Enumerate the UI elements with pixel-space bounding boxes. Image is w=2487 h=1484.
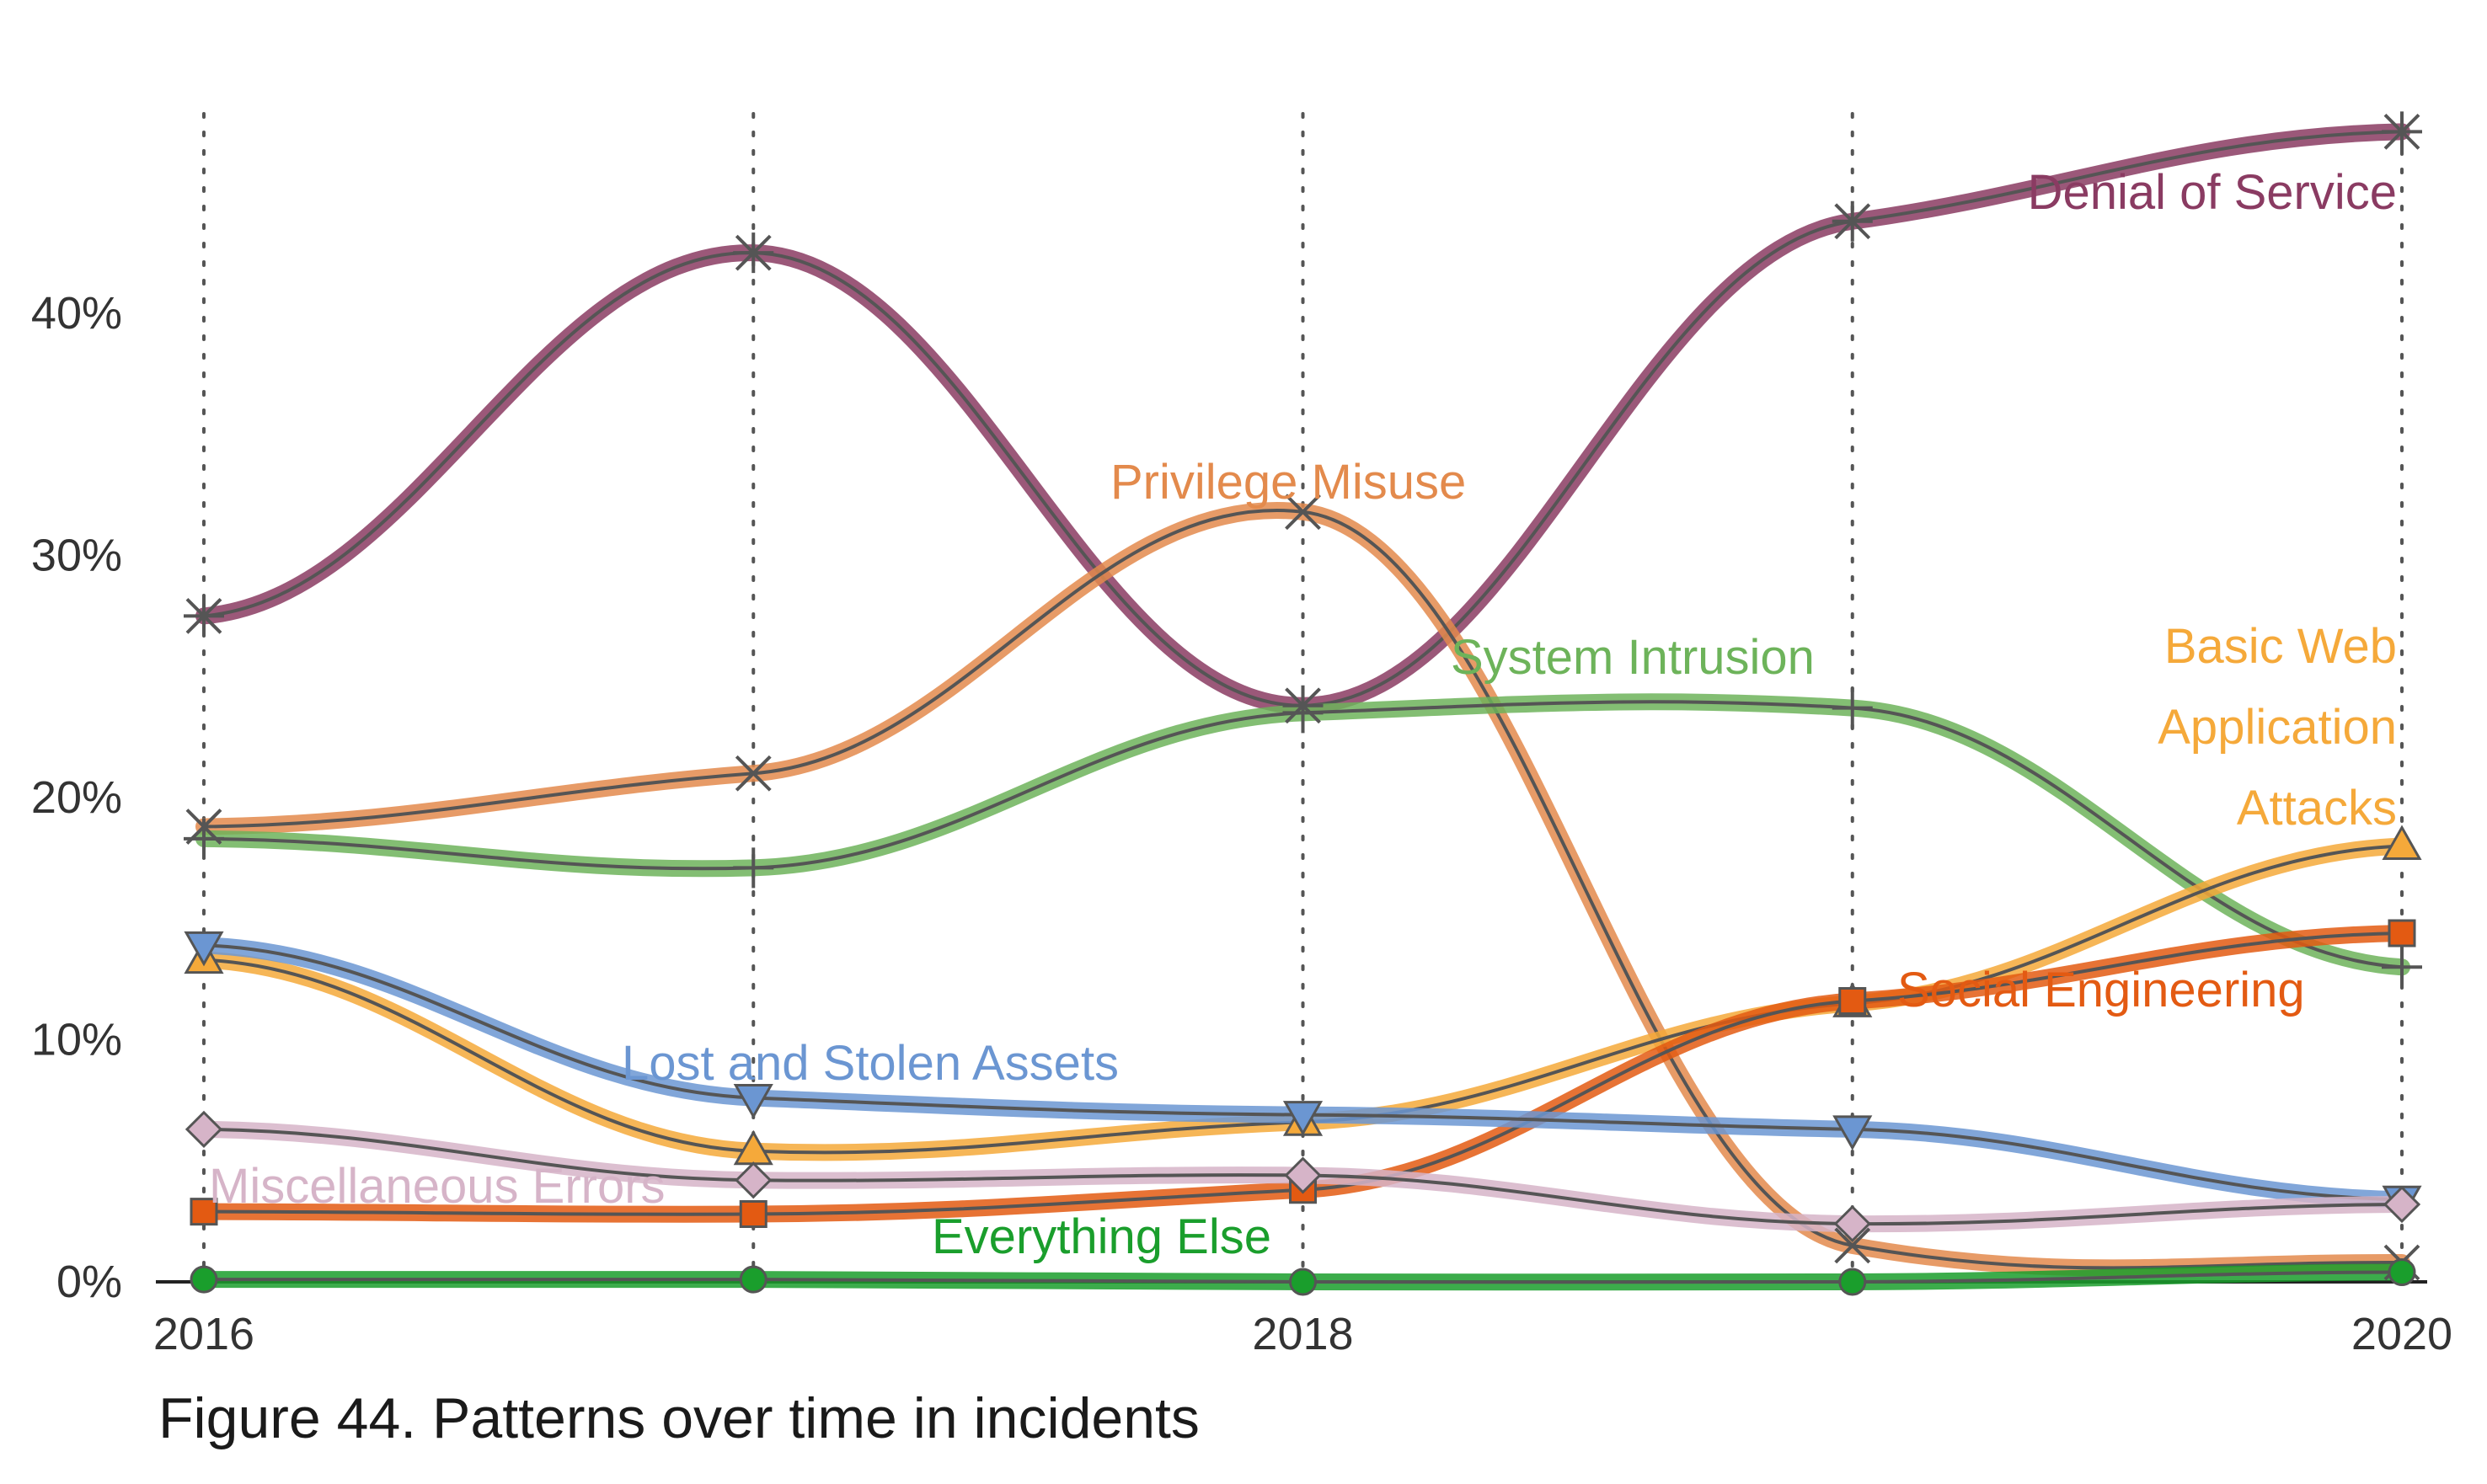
basic-web-application-attacks-label: Basic Web <box>2164 619 2397 674</box>
denial-of-service-point-3 <box>1832 200 1873 242</box>
everything-else-point-1 <box>739 1265 767 1294</box>
privilege-misuse-point-2 <box>1285 494 1321 531</box>
x-tick-label: 2016 <box>153 1309 254 1359</box>
series-markers <box>184 111 2422 1296</box>
lost-and-stolen-assets-label: Lost and Stolen Assets <box>622 1036 1119 1091</box>
system-intrusion-point-2 <box>1282 692 1324 734</box>
basic-web-application-attacks-label: Application <box>2158 700 2397 755</box>
y-tick-label: 40% <box>31 288 122 339</box>
miscellaneous-errors-point-3 <box>1833 1204 1871 1243</box>
social-engineering-point-3 <box>1838 987 1867 1015</box>
denial-of-service-point-1 <box>733 232 774 274</box>
everything-else-point-2 <box>1289 1268 1317 1296</box>
everything-else-label: Everything Else <box>932 1209 1271 1264</box>
system-intrusion-point-4 <box>2382 947 2422 988</box>
system-intrusion-label: System Intrusion <box>1451 630 1815 685</box>
everything-else-point-3 <box>1838 1268 1867 1296</box>
y-tick-label: 10% <box>31 1015 122 1065</box>
miscellaneous-errors-point-4 <box>2383 1185 2421 1224</box>
basic-web-application-attacks-point-4 <box>2382 825 2422 860</box>
miscellaneous-errors-point-0 <box>185 1110 223 1148</box>
y-tick-label: 30% <box>31 531 122 581</box>
privilege-misuse-point-1 <box>735 755 772 792</box>
lost-and-stolen-assets-point-1 <box>733 1084 773 1119</box>
lost-and-stolen-assets-point-0 <box>184 931 224 967</box>
system-intrusion-point-3 <box>1832 687 1873 729</box>
social-engineering-point-1 <box>739 1200 767 1228</box>
denial-of-service-label: Denial of Service <box>2028 165 2397 220</box>
system-intrusion-point-0 <box>184 818 224 859</box>
x-tick-label: 2018 <box>1252 1309 1353 1359</box>
miscellaneous-errors-label: Miscellaneous Errors <box>209 1159 666 1214</box>
social-engineering-point-4 <box>2388 919 2416 948</box>
system-intrusion-point-1 <box>733 847 774 889</box>
miscellaneous-errors-point-1 <box>735 1161 773 1199</box>
figure-caption: Figure 44. Patterns over time in inciden… <box>158 1386 1200 1450</box>
everything-else-point-4 <box>2388 1258 2416 1286</box>
axes: 0% 10% 20% 30% 40% 2016 2018 2020 <box>31 288 2452 1359</box>
denial-of-service-point-4 <box>2382 111 2422 152</box>
everything-else-point-0 <box>190 1265 218 1294</box>
miscellaneous-errors-point-2 <box>1284 1156 1322 1194</box>
privilege-misuse-point-3 <box>1834 1227 1871 1264</box>
social-engineering-label: Social Engineering <box>1897 963 2305 1017</box>
y-tick-label: 20% <box>31 772 122 823</box>
x-tick-label: 2020 <box>2351 1309 2452 1359</box>
privilege-misuse-line <box>202 509 2404 1270</box>
denial-of-service-line <box>202 130 2404 707</box>
series-labels: Denial of Service Privilege Misuse System … <box>209 165 2397 1264</box>
social-engineering-point-0 <box>190 1198 218 1226</box>
y-tick-label: 0% <box>56 1257 122 1307</box>
lost-and-stolen-assets-point-3 <box>1832 1115 1873 1150</box>
denial-of-service-point-0 <box>184 595 224 637</box>
basic-web-application-attacks-label: Attacks <box>2237 781 2397 835</box>
privilege-misuse-label: Privilege Misuse <box>1110 455 1466 510</box>
lost-and-stolen-assets-point-2 <box>1282 1101 1324 1136</box>
